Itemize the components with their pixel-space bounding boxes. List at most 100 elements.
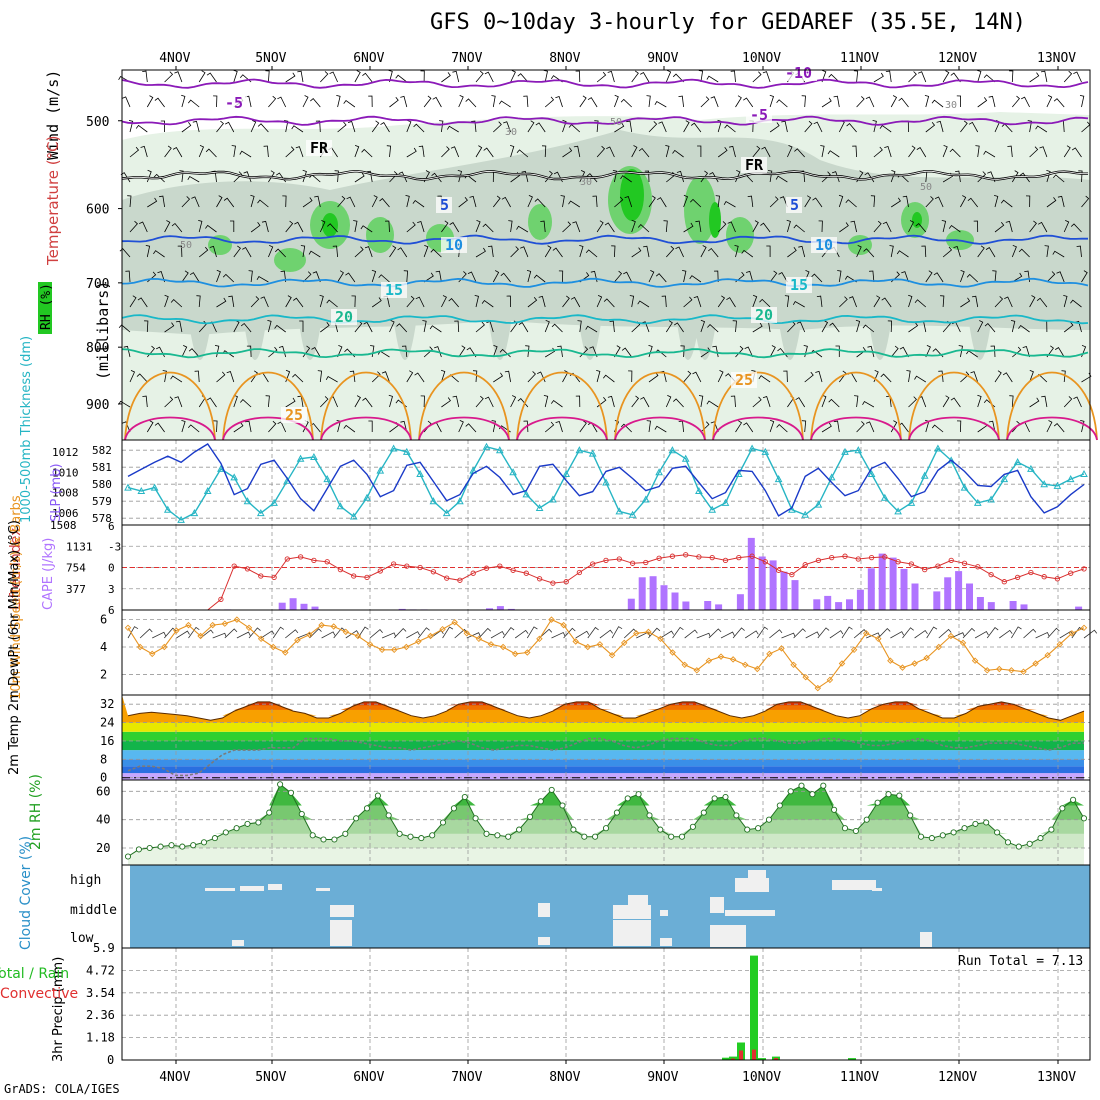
wind-barb (250, 222, 261, 233)
rh-point (146, 844, 153, 852)
wind-barb (145, 245, 151, 258)
lifted-index-point (470, 570, 476, 576)
wind-barb (1022, 346, 1030, 358)
wind-barb (354, 246, 364, 258)
wind-barb (209, 245, 217, 258)
wind-barb (389, 320, 395, 333)
contour-label-bg (811, 237, 837, 253)
wind-barb (388, 70, 393, 83)
wind-barb (1029, 295, 1036, 308)
wind-barb (672, 149, 684, 158)
wind-barb (164, 322, 175, 333)
wind-barb (706, 75, 719, 83)
wind-barb (268, 170, 275, 183)
wind-barb (164, 220, 171, 233)
cape-bar (486, 608, 493, 610)
thickness-point (522, 490, 531, 498)
thickness-tick-label: 579 (92, 495, 112, 508)
wind-barb (557, 345, 563, 358)
wind-speed-point (717, 653, 725, 660)
wind-barb (950, 72, 961, 83)
bottom-day-label: 11NOV (840, 1070, 879, 1085)
wind-speed-point (209, 621, 216, 629)
wind-barb (743, 422, 754, 433)
wind-barb (1073, 71, 1082, 83)
wind-barb (475, 247, 486, 258)
wind-barb (648, 195, 656, 208)
precip-tick-label: 1.18 (86, 1031, 115, 1045)
wind-barb (1005, 220, 1013, 233)
thickness-point (177, 515, 185, 523)
wind-barb (762, 395, 771, 408)
wind-barb (562, 221, 572, 233)
wind-barb (692, 371, 702, 383)
wind-barb (970, 371, 979, 383)
wind-label: Wind (m/s) (44, 70, 62, 160)
wind-barb (228, 295, 235, 308)
wind-barb (585, 325, 598, 333)
wind-barb (949, 148, 961, 158)
wind-barb (395, 74, 408, 83)
surface-wind-barb (720, 631, 735, 639)
wind-barb (586, 173, 598, 183)
wind-barb (206, 397, 217, 408)
lifted-index-tick-label: 6 (108, 520, 115, 533)
wind-barb (596, 370, 601, 383)
surface-wind-barb (152, 631, 167, 639)
thickness-point (615, 507, 624, 515)
thickness-point (402, 447, 411, 455)
wind-barb (869, 270, 875, 283)
wind-speed-point (124, 624, 132, 632)
rh-point (266, 809, 273, 816)
contour-label-bg (786, 277, 812, 293)
wind-barb (759, 298, 771, 308)
precip-bar-total (848, 1058, 856, 1060)
contour-label-10: 10 (445, 236, 463, 254)
wind-speed-point (161, 643, 168, 651)
thickness-point (349, 512, 358, 520)
cloud-block (832, 880, 876, 890)
wind-barb (544, 347, 556, 358)
cloud-block (920, 932, 932, 947)
precip-bar-total (729, 1056, 737, 1060)
surface-wind-barb (490, 630, 505, 639)
wind-barb (1080, 420, 1085, 433)
rh-point (1004, 839, 1012, 846)
wind-barb (320, 396, 329, 408)
wind-barb (881, 297, 892, 308)
wind-barb (856, 347, 866, 358)
wind-barb (801, 420, 807, 433)
lifted-index-point (563, 579, 569, 585)
wind-barb (994, 296, 1004, 308)
thickness-point (243, 497, 252, 505)
wind-barb (285, 397, 296, 408)
contour-5 (121, 234, 1089, 245)
cloud-block (232, 940, 244, 946)
wind-barb (638, 147, 650, 158)
wind-barb (717, 147, 728, 158)
wind-barb (406, 295, 415, 308)
contour-label-FR: FR (745, 156, 764, 174)
wind-barb (680, 345, 685, 358)
thickness-point (137, 486, 146, 494)
wind-barb (420, 395, 425, 408)
wind-barb (534, 198, 546, 208)
wind-speed-point (923, 654, 930, 662)
wind-barb (640, 71, 650, 83)
lifted-index-point (324, 559, 330, 565)
wind-barb (441, 397, 451, 408)
wind-barb (665, 145, 670, 158)
surface-wind-barb (938, 628, 952, 639)
lifted-index-axis-label: Lifted Index (8, 528, 24, 610)
wind-barb (127, 195, 132, 208)
temp-axis-label: 2m Temp 2m DewPt (6hr Min/Max) (°C) (7, 520, 22, 775)
surface-wind-barb (1047, 627, 1060, 639)
wind-barb (239, 150, 252, 158)
contour-label-25: 25 (735, 371, 753, 389)
wind-barb (159, 195, 165, 208)
wind-barb (292, 373, 304, 383)
wind-barb (216, 371, 226, 383)
thickness-point (907, 498, 916, 506)
wind-speed-point (245, 624, 253, 632)
wind-barb (735, 345, 744, 358)
